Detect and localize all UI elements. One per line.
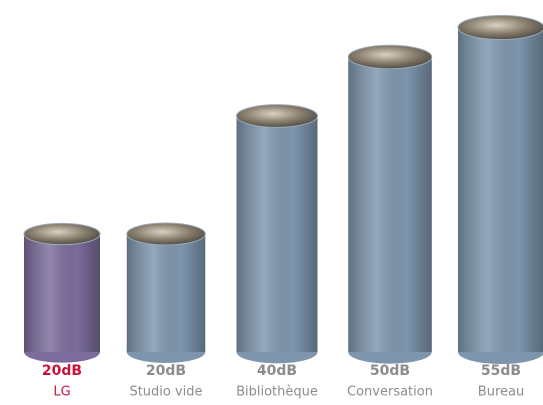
cylinder-shade: [348, 57, 432, 352]
value-label: 55dB: [481, 363, 521, 379]
cylinder-top: [457, 14, 543, 41]
category-label: Conversation: [347, 385, 433, 400]
value-label: 40dB: [257, 363, 297, 379]
cylinder-shade: [458, 27, 543, 352]
bar: [126, 222, 206, 363]
value-label: 20dB: [42, 363, 82, 379]
bar: [347, 44, 433, 364]
cylinder-top: [23, 222, 101, 246]
bar: [457, 14, 543, 365]
category-label: Bibliothèque: [236, 385, 318, 400]
cylinder-top: [236, 104, 318, 128]
cylinder-shade: [236, 116, 318, 352]
cylinder-top: [126, 222, 206, 246]
bar: [236, 104, 318, 364]
cylinder-shade: [126, 234, 206, 352]
cylinder-shade: [24, 234, 100, 352]
value-label: 50dB: [370, 363, 410, 379]
category-label: LG: [53, 385, 70, 400]
cylinder-top: [347, 44, 433, 70]
bar: [23, 222, 101, 363]
value-label: 20dB: [146, 363, 186, 379]
category-label: Bureau: [478, 385, 524, 400]
category-label: Studio vide: [129, 385, 202, 400]
